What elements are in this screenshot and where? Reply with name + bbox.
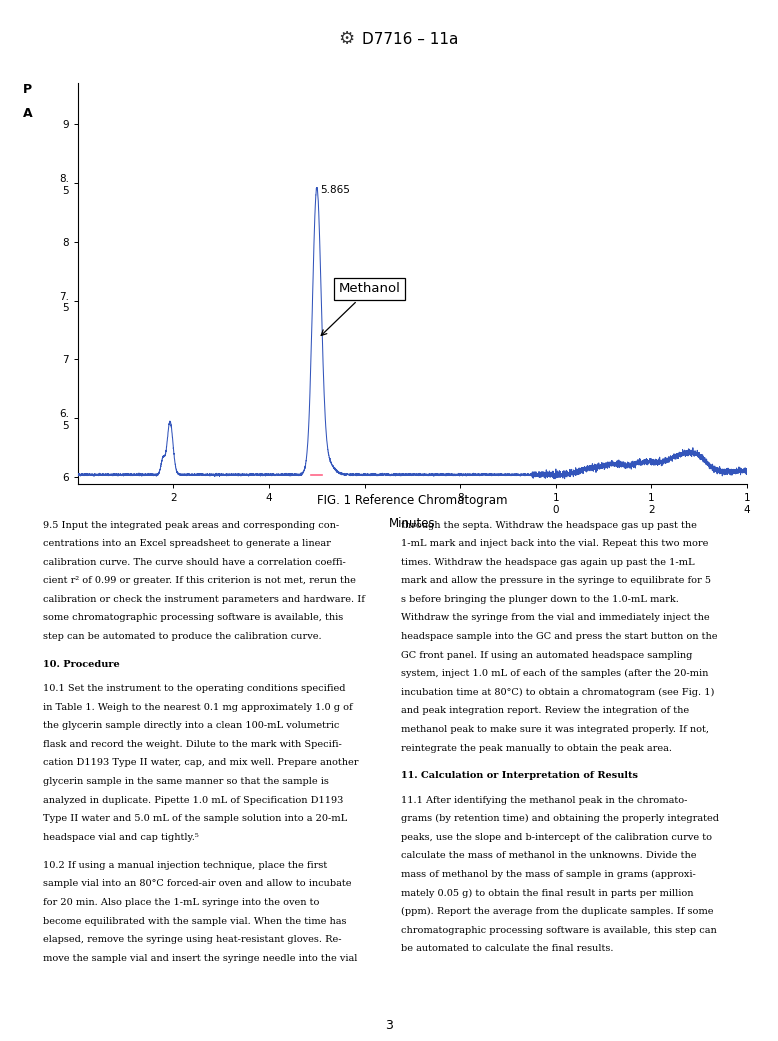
Text: the glycerin sample directly into a clean 100-mL volumetric: the glycerin sample directly into a clea… (43, 721, 339, 731)
Text: elapsed, remove the syringe using heat-resistant gloves. Re-: elapsed, remove the syringe using heat-r… (43, 935, 342, 944)
Text: 10. Procedure: 10. Procedure (43, 660, 120, 669)
Text: times. Withdraw the headspace gas again up past the 1-mL: times. Withdraw the headspace gas again … (401, 558, 694, 566)
Text: calculate the mass of methanol in the unknowns. Divide the: calculate the mass of methanol in the un… (401, 852, 696, 861)
Text: mass of methanol by the mass of sample in grams (approxi-: mass of methanol by the mass of sample i… (401, 870, 696, 880)
Text: methanol peak to make sure it was integrated properly. If not,: methanol peak to make sure it was integr… (401, 725, 709, 734)
Text: 1-mL mark and inject back into the vial. Repeat this two more: 1-mL mark and inject back into the vial.… (401, 539, 708, 549)
Text: A: A (23, 107, 33, 121)
Text: Type II water and 5.0 mL of the sample solution into a 20-mL: Type II water and 5.0 mL of the sample s… (43, 814, 347, 823)
Text: incubation time at 80°C) to obtain a chromatogram (see Fig. 1): incubation time at 80°C) to obtain a chr… (401, 688, 714, 697)
Text: centrations into an Excel spreadsheet to generate a linear: centrations into an Excel spreadsheet to… (43, 539, 331, 549)
Text: step can be automated to produce the calibration curve.: step can be automated to produce the cal… (43, 632, 321, 641)
Text: reintegrate the peak manually to obtain the peak area.: reintegrate the peak manually to obtain … (401, 743, 671, 753)
Text: through the septa. Withdraw the headspace gas up past the: through the septa. Withdraw the headspac… (401, 520, 696, 530)
Text: Withdraw the syringe from the vial and immediately inject the: Withdraw the syringe from the vial and i… (401, 613, 710, 623)
Text: 10.1 Set the instrument to the operating conditions specified: 10.1 Set the instrument to the operating… (43, 684, 345, 693)
Text: 11. Calculation or Interpretation of Results: 11. Calculation or Interpretation of Res… (401, 771, 638, 781)
Text: and peak integration report. Review the integration of the: and peak integration report. Review the … (401, 707, 689, 715)
Text: chromatographic processing software is available, this step can: chromatographic processing software is a… (401, 925, 717, 935)
Text: system, inject 1.0 mL of each of the samples (after the 20-min: system, inject 1.0 mL of each of the sam… (401, 669, 708, 679)
Text: flask and record the weight. Dilute to the mark with Specifi-: flask and record the weight. Dilute to t… (43, 740, 342, 748)
Text: some chromatographic processing software is available, this: some chromatographic processing software… (43, 613, 343, 623)
Text: 9.5 Input the integrated peak areas and corresponding con-: 9.5 Input the integrated peak areas and … (43, 520, 339, 530)
Text: be automated to calculate the final results.: be automated to calculate the final resu… (401, 944, 613, 954)
Text: become equilibrated with the sample vial. When the time has: become equilibrated with the sample vial… (43, 916, 346, 925)
Text: sample vial into an 80°C forced-air oven and allow to incubate: sample vial into an 80°C forced-air oven… (43, 880, 352, 888)
Text: 5.865: 5.865 (321, 184, 350, 195)
Text: in Table 1. Weigh to the nearest 0.1 mg approximately 1.0 g of: in Table 1. Weigh to the nearest 0.1 mg … (43, 703, 352, 712)
Text: 10.2 If using a manual injection technique, place the first: 10.2 If using a manual injection techniq… (43, 861, 327, 869)
Text: 11.1 After identifying the methanol peak in the chromato-: 11.1 After identifying the methanol peak… (401, 795, 687, 805)
Text: headspace sample into the GC and press the start button on the: headspace sample into the GC and press t… (401, 632, 717, 641)
Text: headspace vial and cap tightly.⁵: headspace vial and cap tightly.⁵ (43, 833, 198, 842)
Text: cation D1193 Type II water, cap, and mix well. Prepare another: cation D1193 Type II water, cap, and mix… (43, 759, 359, 767)
Text: (ppm). Report the average from the duplicate samples. If some: (ppm). Report the average from the dupli… (401, 907, 713, 916)
Text: calibration curve. The curve should have a correlation coeffi-: calibration curve. The curve should have… (43, 558, 345, 566)
Text: FIG. 1 Reference Chromatogram: FIG. 1 Reference Chromatogram (317, 494, 507, 507)
Text: ⚙: ⚙ (338, 30, 354, 48)
Text: D7716 – 11a: D7716 – 11a (362, 31, 458, 47)
Text: 3: 3 (385, 1019, 393, 1032)
Text: P: P (23, 83, 32, 96)
Text: cient r² of 0.99 or greater. If this criterion is not met, rerun the: cient r² of 0.99 or greater. If this cri… (43, 577, 356, 585)
Text: analyzed in duplicate. Pipette 1.0 mL of Specification D1193: analyzed in duplicate. Pipette 1.0 mL of… (43, 795, 343, 805)
Text: glycerin sample in the same manner so that the sample is: glycerin sample in the same manner so th… (43, 777, 328, 786)
Text: mark and allow the pressure in the syringe to equilibrate for 5: mark and allow the pressure in the syrin… (401, 577, 710, 585)
X-axis label: Minutes: Minutes (389, 517, 436, 531)
Text: peaks, use the slope and b-intercept of the calibration curve to: peaks, use the slope and b-intercept of … (401, 833, 712, 842)
Text: GC front panel. If using an automated headspace sampling: GC front panel. If using an automated he… (401, 651, 692, 660)
Text: move the sample vial and insert the syringe needle into the vial: move the sample vial and insert the syri… (43, 954, 357, 963)
Text: Methanol: Methanol (321, 282, 400, 335)
Text: grams (by retention time) and obtaining the properly integrated: grams (by retention time) and obtaining … (401, 814, 719, 823)
Text: s before bringing the plunger down to the 1.0-mL mark.: s before bringing the plunger down to th… (401, 594, 678, 604)
Text: mately 0.05 g) to obtain the final result in parts per million: mately 0.05 g) to obtain the final resul… (401, 889, 693, 897)
Text: calibration or check the instrument parameters and hardware. If: calibration or check the instrument para… (43, 594, 365, 604)
Text: for 20 min. Also place the 1-mL syringe into the oven to: for 20 min. Also place the 1-mL syringe … (43, 898, 319, 907)
